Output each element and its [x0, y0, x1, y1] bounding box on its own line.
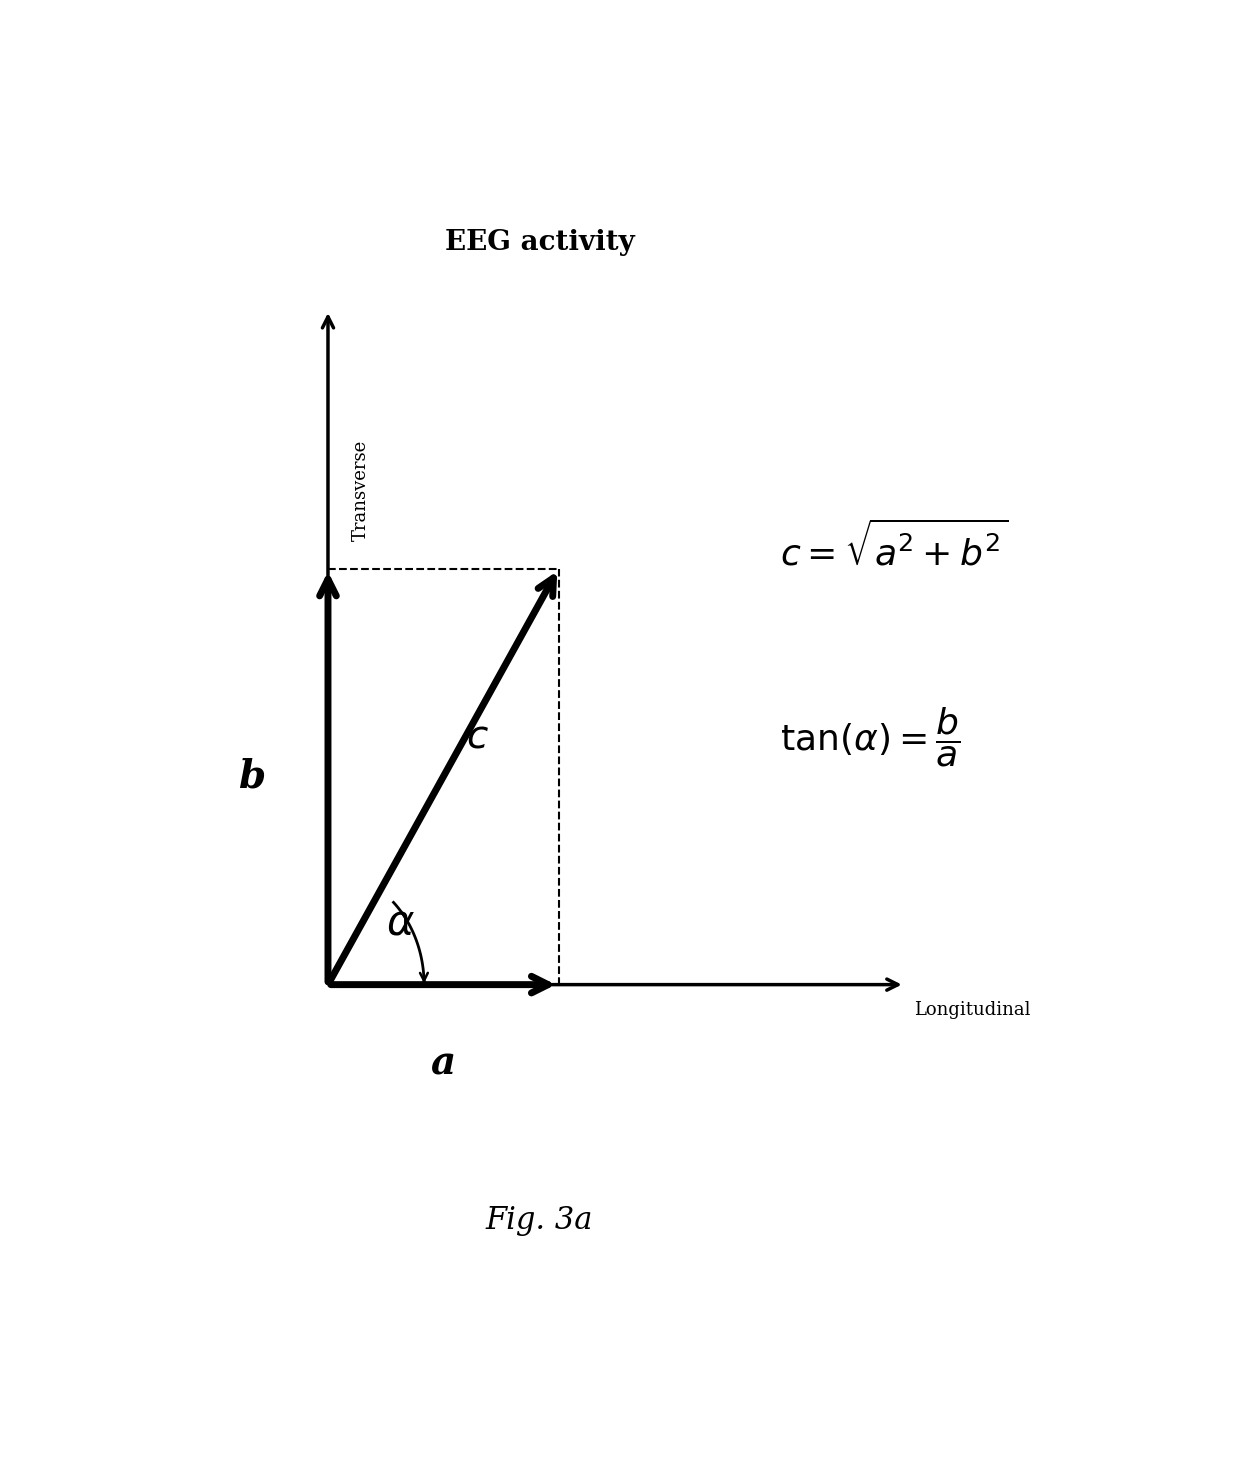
Text: $\alpha$: $\alpha$: [386, 902, 414, 943]
Text: $\mathit{c}$: $\mathit{c}$: [465, 718, 489, 756]
Text: a: a: [430, 1044, 456, 1082]
Text: Transverse: Transverse: [352, 439, 370, 540]
Text: Fig. 3a: Fig. 3a: [486, 1204, 593, 1237]
Text: $\tan(\alpha) = \dfrac{b}{a}$: $\tan(\alpha) = \dfrac{b}{a}$: [780, 705, 960, 769]
Text: $c = \sqrt{a^2 + b^2}$: $c = \sqrt{a^2 + b^2}$: [780, 520, 1008, 572]
Text: b: b: [238, 758, 264, 796]
Text: Longitudinal: Longitudinal: [914, 1002, 1030, 1019]
Text: EEG activity: EEG activity: [444, 229, 635, 255]
